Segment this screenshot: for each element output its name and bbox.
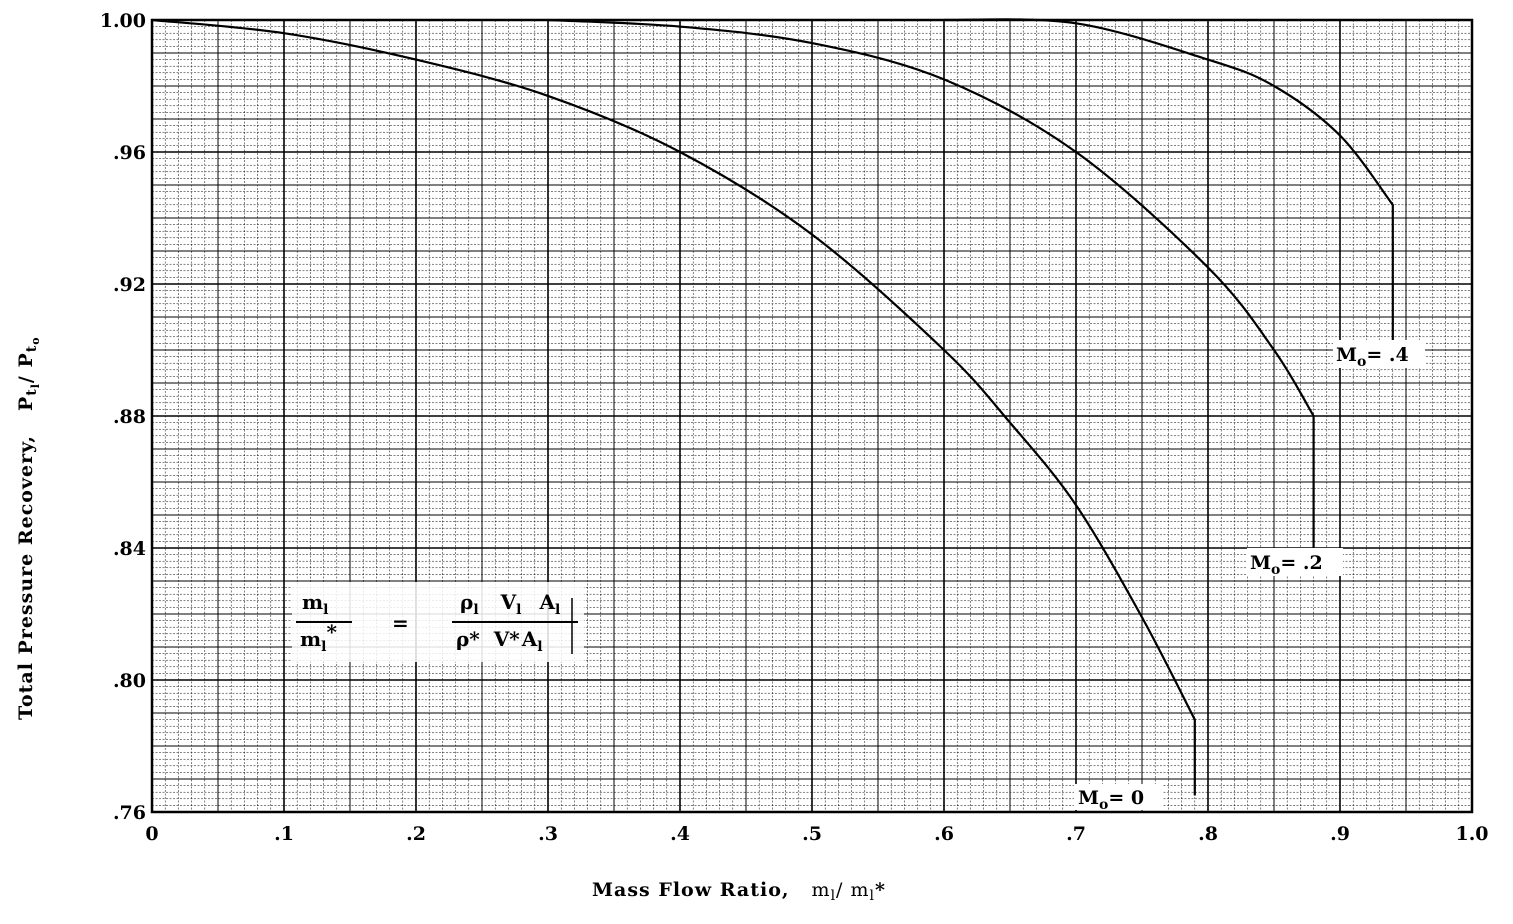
x-tick-label: .8 bbox=[1198, 823, 1218, 845]
x-axis-var-den-sub: l bbox=[870, 888, 875, 904]
y-tick-label: .76 bbox=[113, 802, 146, 824]
formula-rhs-a-den: A bbox=[521, 627, 538, 651]
series-label-sub: o bbox=[1099, 797, 1108, 813]
formula-equals: = bbox=[392, 611, 409, 635]
x-tick-label: .5 bbox=[802, 823, 822, 845]
plot-frame bbox=[150, 18, 1474, 814]
svg-text:ml: ml bbox=[302, 590, 329, 618]
series-line-2 bbox=[943, 18, 1394, 367]
x-tick-label: 0 bbox=[145, 823, 158, 845]
x-tick-label: 1.0 bbox=[1455, 823, 1488, 845]
series-label-mo-2: Mo= .2 bbox=[1247, 548, 1343, 578]
x-tick-label: .9 bbox=[1330, 823, 1350, 845]
formula-lhs-num-sub: l bbox=[323, 602, 328, 618]
y-tick-labels: 1.00 .96 .92 .88 .84 .80 .76 bbox=[100, 10, 146, 824]
formula-rhs-v: V bbox=[500, 590, 517, 614]
y-tick-label: 1.00 bbox=[100, 10, 146, 32]
y-axis-var-a: P bbox=[15, 396, 37, 411]
formula-lhs-den-sub: l bbox=[321, 639, 326, 655]
y-axis-label: Total Pressure Recovery,Ptl/ Pto bbox=[15, 336, 42, 720]
formula-rhs-rho-star: ρ* bbox=[456, 627, 480, 651]
y-tick-label: .80 bbox=[113, 670, 146, 692]
y-axis-var-a-sub: t bbox=[24, 388, 40, 395]
y-tick-label: .96 bbox=[113, 142, 146, 164]
series-line-0 bbox=[151, 18, 1196, 796]
x-axis-var-sub: l bbox=[831, 888, 836, 904]
x-axis-label-text: Mass Flow Ratio, bbox=[592, 879, 790, 901]
formula-rhs-rho: ρ bbox=[460, 590, 473, 614]
svg-text:ρ*V*Al: ρ* V* Al bbox=[456, 627, 543, 655]
x-tick-labels: 0 .1 .2 .3 .4 .5 .6 .7 .8 .9 1.0 bbox=[145, 823, 1488, 845]
formula-rhs-a-sub: l bbox=[555, 602, 560, 618]
series-label-suffix: = 0 bbox=[1108, 787, 1144, 809]
x-tick-label: .2 bbox=[406, 823, 426, 845]
y-axis-var-b: / P bbox=[15, 352, 37, 383]
x-axis-var-den: / m bbox=[836, 879, 869, 901]
x-tick-label: .4 bbox=[670, 823, 690, 845]
svg-text:Mo= 0: Mo= 0 bbox=[1078, 787, 1144, 813]
x-tick-label: .1 bbox=[274, 823, 294, 845]
y-axis-var-a-subsub: l bbox=[29, 383, 42, 388]
x-axis-var-star: * bbox=[875, 879, 886, 901]
y-tick-label: .84 bbox=[113, 538, 146, 560]
svg-text:Mo= .4: Mo= .4 bbox=[1336, 344, 1409, 370]
x-axis-var: m bbox=[812, 879, 831, 901]
formula-lhs-num: m bbox=[302, 590, 323, 614]
svg-text:Mo= .2: Mo= .2 bbox=[1250, 552, 1323, 578]
y-tick-label: .92 bbox=[113, 274, 146, 296]
mass-flow-formula: ml ml* = ρl Vl Al ρ* V* Al bbox=[292, 582, 584, 662]
formula-lhs-den-star: * bbox=[327, 620, 338, 644]
series-label-name: M bbox=[1078, 787, 1099, 809]
series-label-name: M bbox=[1336, 344, 1357, 366]
series-label-mo-4: Mo= .4 bbox=[1333, 340, 1425, 370]
series-label-suffix: = .2 bbox=[1280, 552, 1322, 574]
y-axis-label-text: Total Pressure Recovery, bbox=[15, 435, 37, 720]
series-label-suffix: = .4 bbox=[1366, 344, 1408, 366]
x-axis-label: Mass Flow Ratio, ml/ ml* bbox=[592, 879, 886, 904]
series-layer bbox=[151, 18, 1394, 796]
x-tick-label: .6 bbox=[934, 823, 954, 845]
series-label-sub: o bbox=[1271, 562, 1280, 578]
formula-rhs-a-den-sub: l bbox=[537, 639, 542, 655]
formula-rhs-a: A bbox=[539, 590, 556, 614]
series-label-name: M bbox=[1250, 552, 1271, 574]
y-tick-label: .88 bbox=[113, 406, 146, 428]
series-label-mo-0: Mo= 0 bbox=[1074, 784, 1162, 813]
svg-text:ml*: ml* bbox=[300, 620, 338, 655]
series-line-1 bbox=[547, 18, 1315, 548]
formula-rhs-v-star: V* bbox=[493, 627, 521, 651]
x-tick-label: .7 bbox=[1066, 823, 1086, 845]
formula-rhs-rho-sub: l bbox=[473, 602, 478, 618]
series-label-sub: o bbox=[1357, 354, 1366, 370]
formula-lhs-den: m bbox=[300, 627, 321, 651]
y-axis-var-b-subsub: o bbox=[29, 336, 42, 344]
y-axis-var-b-sub: t bbox=[24, 345, 40, 352]
x-tick-label: .3 bbox=[538, 823, 558, 845]
formula-rhs-v-sub: l bbox=[516, 602, 521, 618]
